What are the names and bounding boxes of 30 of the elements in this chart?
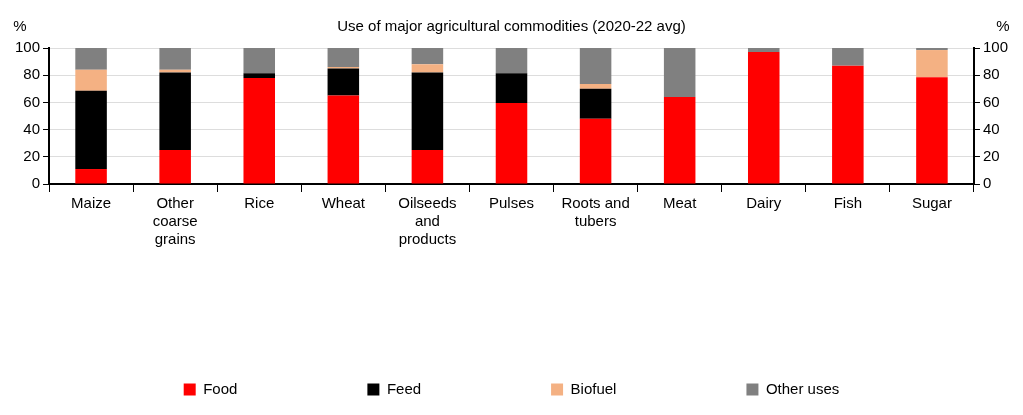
y-tick-label: 100	[15, 38, 41, 56]
y2-tick-label: 100	[982, 38, 1008, 56]
y-tick-label: 80	[23, 65, 41, 83]
x-tick-label: Roots and tubers	[561, 194, 630, 230]
x-tick-label: Other coarse grains	[152, 194, 198, 248]
y-axis-title: %	[13, 16, 27, 34]
x-tick-label: Meat	[662, 194, 698, 212]
x-tick-label: Oilseeds and products	[398, 194, 457, 248]
x-tick-label: Wheat	[321, 194, 366, 212]
y2-tick-label: 80	[982, 65, 1000, 83]
y2-tick-label: 0	[982, 174, 992, 192]
x-tick-label: Pulses	[488, 194, 535, 212]
x-tick-label: Maize	[71, 194, 112, 212]
x-tick-label: Rice	[244, 194, 275, 212]
x-tick-label: Fish	[833, 194, 863, 212]
legend-label: Food	[203, 379, 238, 397]
y2-tick-label: 40	[982, 119, 1000, 137]
y-tick-label: 0	[31, 174, 41, 192]
legend-label: Biofuel	[570, 379, 617, 397]
legend-label: Other uses	[765, 379, 840, 397]
y-tick-label: 20	[23, 146, 41, 164]
chart-title: Use of major agricultural commodities (2020-22 avg)	[337, 16, 686, 34]
y-tick-label: 40	[23, 119, 41, 137]
y2-axis-title: %	[996, 16, 1010, 34]
legend-label: Feed	[386, 379, 422, 397]
x-tick-label: Dairy	[746, 194, 782, 212]
y2-tick-label: 60	[982, 92, 1000, 110]
y-tick-label: 60	[23, 92, 41, 110]
y2-tick-label: 20	[982, 146, 1000, 164]
x-tick-label: Sugar	[911, 194, 952, 212]
